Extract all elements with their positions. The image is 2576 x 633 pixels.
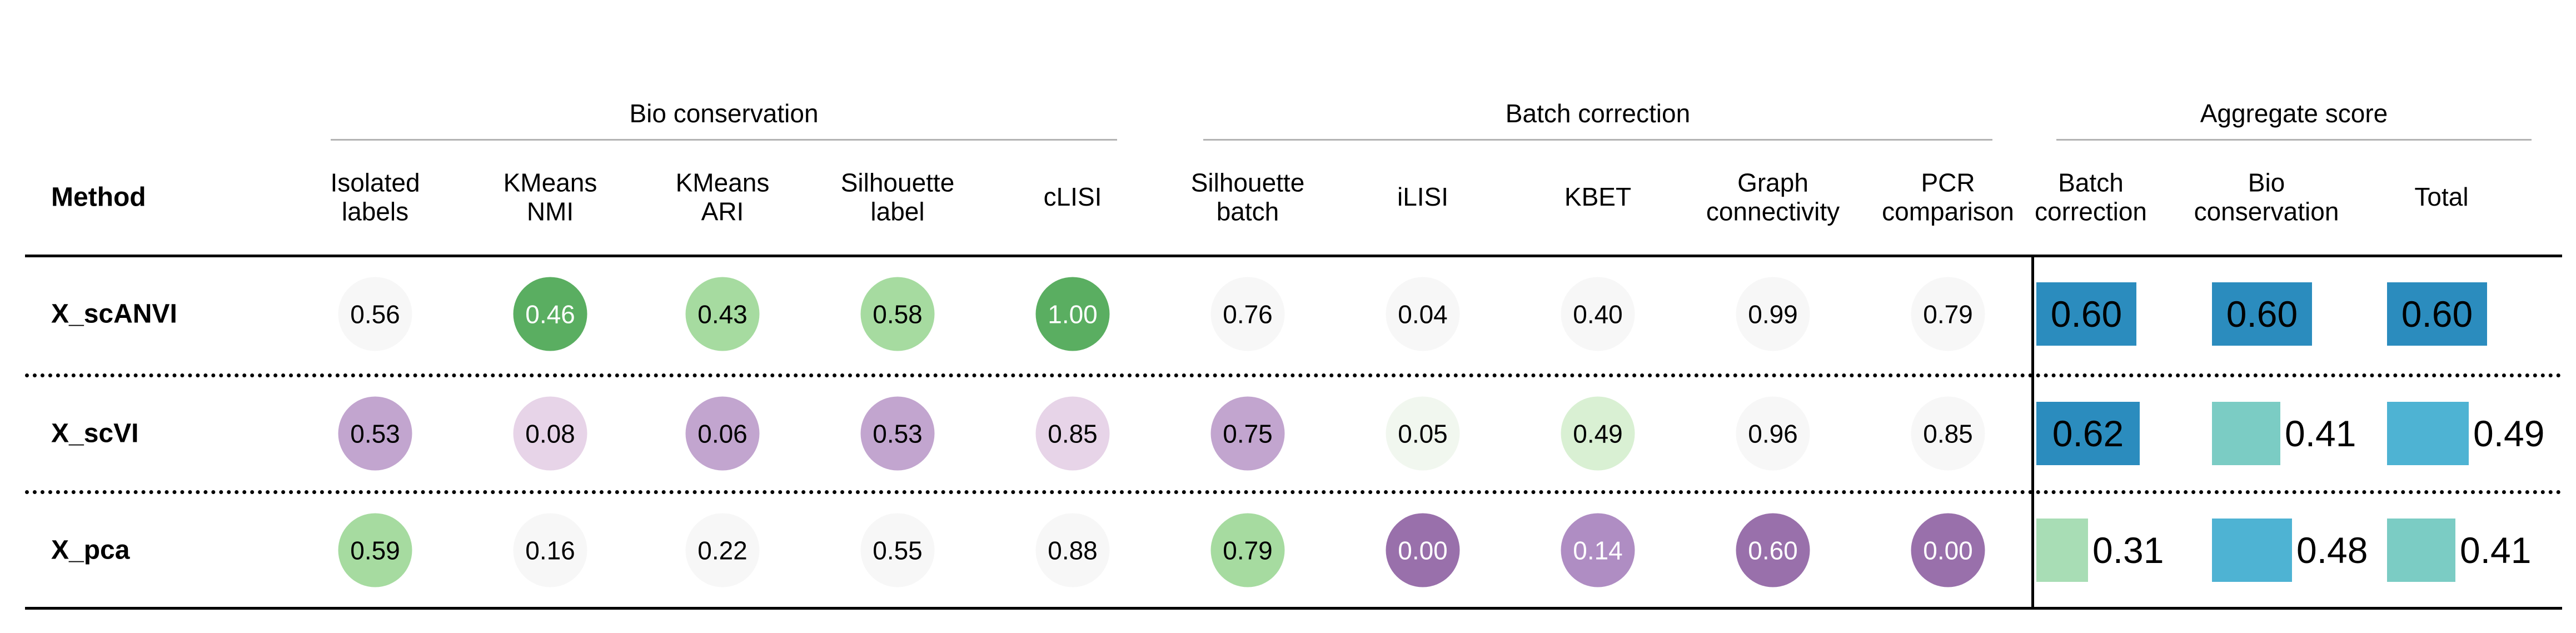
metric-circle-1-3: 0.53 — [860, 396, 935, 471]
metric-circle-0-1: 0.46 — [513, 277, 587, 351]
metric-circle-2-6: 0.00 — [1386, 513, 1460, 587]
column-header-7: KBET — [1564, 182, 1632, 212]
metric-circle-2-4: 0.88 — [1035, 513, 1110, 587]
score-bar-0-0 — [2036, 282, 2136, 346]
group-header-1: Batch correction — [1505, 99, 1691, 128]
bottom-rule — [25, 607, 2562, 610]
metric-circle-1-0: 0.53 — [338, 396, 412, 471]
aggregate-divider — [2031, 255, 2034, 608]
row-separator-0 — [25, 373, 2562, 377]
metric-circle-0-6: 0.04 — [1386, 277, 1460, 351]
metric-circle-2-7: 0.14 — [1561, 513, 1635, 587]
metric-circle-0-5: 0.76 — [1210, 277, 1285, 351]
row-separator-1 — [25, 490, 2562, 494]
metric-circle-2-2: 0.22 — [685, 513, 760, 587]
column-header-1: KMeans NMI — [503, 168, 597, 226]
method-label-1: X_scVI — [51, 418, 139, 448]
column-header-3: Silhouette label — [840, 168, 955, 226]
score-label-0-2: 0.60 — [2401, 293, 2473, 335]
score-bar-0-1 — [2212, 282, 2312, 346]
metric-circle-0-7: 0.40 — [1561, 277, 1635, 351]
metric-circle-1-5: 0.75 — [1210, 396, 1285, 471]
group-header-0: Bio conservation — [629, 99, 819, 128]
metric-circle-2-8: 0.60 — [1736, 513, 1810, 587]
metric-circle-0-4: 1.00 — [1035, 277, 1110, 351]
score-bar-0-2 — [2387, 282, 2487, 346]
column-header-11: Bio conservation — [2194, 168, 2339, 226]
score-bar-1-1 — [2212, 402, 2280, 465]
column-header-6: iLISI — [1397, 182, 1449, 212]
metric-circle-0-8: 0.99 — [1736, 277, 1810, 351]
column-header-9: PCR comparison — [1882, 168, 2014, 226]
score-label-0-0: 0.60 — [2050, 293, 2122, 335]
score-label-2-1: 0.48 — [2296, 530, 2368, 571]
score-bar-2-0 — [2036, 519, 2088, 582]
group-underline-2 — [2056, 139, 2532, 141]
metric-circle-2-5: 0.79 — [1210, 513, 1285, 587]
metric-circle-2-3: 0.55 — [860, 513, 935, 587]
group-underline-1 — [1203, 139, 1992, 141]
score-label-1-2: 0.49 — [2473, 413, 2545, 454]
method-label-2: X_pca — [51, 535, 130, 565]
score-bar-2-2 — [2387, 519, 2455, 582]
metric-circle-1-1: 0.08 — [513, 396, 587, 471]
column-header-5: Silhouette batch — [1190, 168, 1305, 226]
score-label-2-0: 0.31 — [2092, 530, 2164, 571]
score-label-0-1: 0.60 — [2226, 293, 2298, 335]
metric-circle-2-1: 0.16 — [513, 513, 587, 587]
metric-circle-0-9: 0.79 — [1911, 277, 1985, 351]
metric-circle-1-7: 0.49 — [1561, 396, 1635, 471]
score-label-1-1: 0.41 — [2285, 413, 2356, 454]
column-header-10: Batch correction — [2035, 168, 2147, 226]
column-header-0: Isolated labels — [330, 168, 420, 226]
metric-circle-1-2: 0.06 — [685, 396, 760, 471]
column-header-2: KMeans ARI — [675, 168, 770, 226]
metric-circle-0-0: 0.56 — [338, 277, 412, 351]
header-rule — [25, 255, 2562, 257]
metric-circle-0-2: 0.43 — [685, 277, 760, 351]
score-bar-2-1 — [2212, 519, 2292, 582]
column-header-12: Total — [2414, 182, 2469, 212]
method-column-header: Method — [51, 182, 146, 212]
method-label-0: X_scANVI — [51, 299, 177, 329]
metric-circle-1-6: 0.05 — [1386, 396, 1460, 471]
score-bar-1-0 — [2036, 402, 2140, 465]
score-label-1-0: 0.62 — [2052, 413, 2124, 454]
metric-circle-1-9: 0.85 — [1911, 396, 1985, 471]
metric-circle-1-4: 0.85 — [1035, 396, 1110, 471]
metric-circle-0-3: 0.58 — [860, 277, 935, 351]
score-label-2-2: 0.41 — [2460, 530, 2532, 571]
group-header-2: Aggregate score — [2200, 99, 2388, 128]
group-underline-0 — [331, 139, 1117, 141]
metric-circle-2-0: 0.59 — [338, 513, 412, 587]
metric-circle-1-8: 0.96 — [1736, 396, 1810, 471]
column-header-8: Graph connectivity — [1706, 168, 1840, 226]
column-header-4: cLISI — [1043, 182, 1102, 212]
metric-circle-2-9: 0.00 — [1911, 513, 1985, 587]
score-bar-1-2 — [2387, 402, 2469, 465]
